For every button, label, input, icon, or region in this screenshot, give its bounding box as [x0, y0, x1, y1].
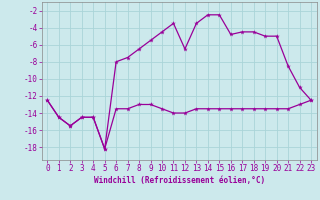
X-axis label: Windchill (Refroidissement éolien,°C): Windchill (Refroidissement éolien,°C)	[94, 176, 265, 185]
